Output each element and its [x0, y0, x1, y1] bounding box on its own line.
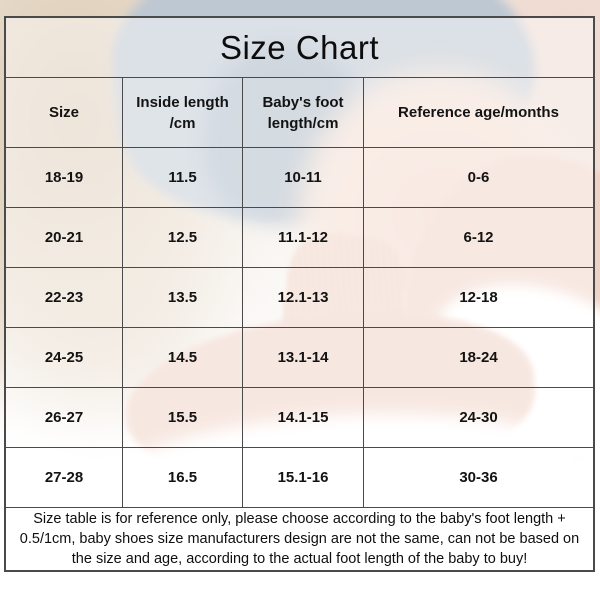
footer-line: the size and age, according to the actua… — [71, 551, 528, 567]
footer-line: Size table is for reference only, please… — [33, 511, 566, 527]
column-header-foot-length: Baby's foot length/cm — [243, 78, 364, 148]
table-cell-inside-len: 15.5 — [123, 388, 243, 448]
table-cell-foot-len: 14.1-15 — [243, 388, 364, 448]
table-cell-age: 0-6 — [364, 148, 593, 208]
table-cell-foot-len: 10-11 — [243, 148, 364, 208]
footer-note: Size table is for reference only, please… — [6, 508, 593, 570]
table-cell-age: 6-12 — [364, 208, 593, 268]
table-cell-foot-len: 15.1-16 — [243, 448, 364, 508]
table-cell-age: 30-36 — [364, 448, 593, 508]
table-cell-size: 26-27 — [6, 388, 123, 448]
column-header-reference-age: Reference age/months — [364, 78, 593, 148]
table-cell-age: 12-18 — [364, 268, 593, 328]
table-cell-foot-len: 12.1-13 — [243, 268, 364, 328]
table-cell-inside-len: 14.5 — [123, 328, 243, 388]
table-cell-size: 18-19 — [6, 148, 123, 208]
table-cell-inside-len: 13.5 — [123, 268, 243, 328]
table-cell-size: 24-25 — [6, 328, 123, 388]
footer-line: 0.5/1cm, baby shoes size manufacturers d… — [19, 531, 580, 547]
table-cell-foot-len: 13.1-14 — [243, 328, 364, 388]
table-cell-size: 22-23 — [6, 268, 123, 328]
table-cell-inside-len: 11.5 — [123, 148, 243, 208]
column-header-inside-length: Inside length /cm — [123, 78, 243, 148]
table-cell-size: 27-28 — [6, 448, 123, 508]
table-cell-age: 18-24 — [364, 328, 593, 388]
chart-title: Size Chart — [6, 18, 593, 78]
size-table-grid: Size Inside length /cm Baby's foot lengt… — [6, 78, 593, 508]
table-cell-inside-len: 16.5 — [123, 448, 243, 508]
table-cell-age: 24-30 — [364, 388, 593, 448]
table-cell-size: 20-21 — [6, 208, 123, 268]
size-chart-table: Size Chart Size Inside length /cm Baby's… — [4, 16, 595, 572]
table-cell-inside-len: 12.5 — [123, 208, 243, 268]
table-cell-foot-len: 11.1-12 — [243, 208, 364, 268]
column-header-size: Size — [6, 78, 123, 148]
